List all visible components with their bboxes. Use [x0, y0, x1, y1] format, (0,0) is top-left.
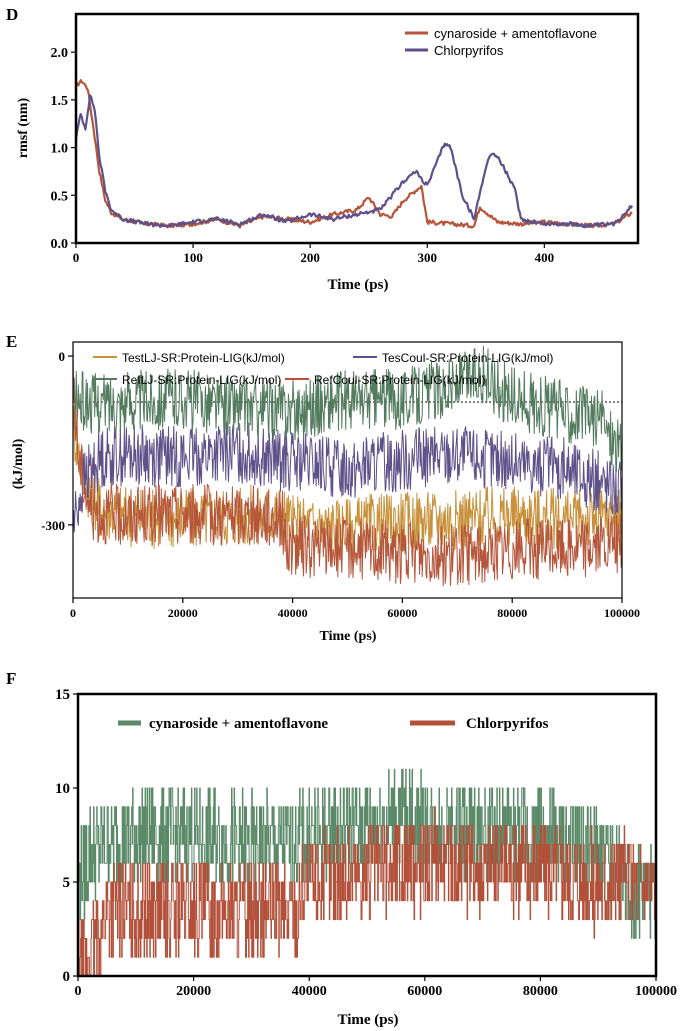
x-tick-label: 0 [70, 606, 76, 620]
legend-label-reflj: RefLJ-SR:Protein-LIG(kJ/mol) [122, 373, 281, 387]
y-tick-label: 1.0 [51, 142, 69, 157]
panel-label-f: F [6, 669, 16, 688]
x-tick-label: 100 [183, 250, 203, 265]
legend-label-chlorpyrifos-f: Chlorpyrifos [466, 716, 549, 732]
panel-e-xlabel: Time (ps) [320, 629, 377, 644]
x-tick-label: 20000 [176, 984, 211, 999]
legend-label-refcoul: RefCoul-SR:Protein-LIG(kJ/mol) [314, 373, 485, 387]
panel-f-ticks: 0 20000 40000 60000 80000 100000 0 5 10 15 [55, 687, 677, 999]
y-tick-label: 15 [55, 687, 70, 703]
series-tescoul-sr-protein-lig-kj-mol [72, 421, 623, 533]
x-tick-label: 100000 [635, 984, 677, 999]
panel-f-xlabel: Time (ps) [338, 1012, 399, 1028]
x-tick-label: 80000 [497, 606, 527, 620]
panel-label-e: E [6, 332, 17, 351]
x-tick-label: 300 [418, 250, 438, 265]
panel-e-frame [72, 341, 623, 599]
panel-d-ticks: 0 100 200 300 400 0.0 0.5 1.0 1.5 2.0 [51, 46, 555, 265]
y-tick-label: 0 [63, 969, 71, 985]
x-tick-label: 60000 [407, 984, 442, 999]
x-tick-label: 0 [73, 250, 80, 265]
x-tick-label: 0 [75, 984, 82, 999]
x-tick-label: 40000 [292, 984, 327, 999]
panel-e-series [72, 345, 623, 587]
y-tick-label: 0.0 [51, 237, 69, 252]
y-tick-label: 0.5 [51, 189, 69, 204]
x-tick-label: 60000 [387, 606, 417, 620]
panel-f-series [77, 768, 656, 976]
x-tick-label: 80000 [523, 984, 558, 999]
panel-e-legend: TestLJ-SR:Protein-LIG(kJ/mol) TesCoul-SR… [93, 351, 553, 387]
y-tick-label: 5 [63, 875, 71, 891]
panel-f-frame [76, 692, 658, 978]
series-chlorpyrifos [74, 94, 634, 229]
panel-d-frame [74, 12, 640, 245]
panel-d-legend: cynaroside + amentoflavone Chlorpyrifos [405, 26, 597, 58]
x-tick-label: 40000 [278, 606, 308, 620]
y-tick-label: 0 [59, 349, 66, 364]
panel-label-d: D [6, 5, 18, 24]
x-tick-label: 100000 [604, 606, 640, 620]
legend-label-tescoul: TesCoul-SR:Protein-LIG(kJ/mol) [382, 351, 553, 365]
series-reflj-sr-protein-lig-kj-mol [72, 345, 623, 473]
panel-f-legend: cynaroside + amentoflavone Chlorpyrifos [118, 716, 549, 732]
y-tick-label: 10 [55, 781, 70, 797]
panel-e-ylabel: (kJ/mol) [11, 438, 26, 489]
series-cynaroside-amentoflavone [75, 79, 633, 229]
panel-d: D 0 100 200 300 400 0.0 0.5 1.0 1.5 2.0 Time (ps)… [6, 5, 640, 293]
panel-e: E 0 20000 40000 60000 80000 100000 0 -300 Time … [6, 332, 640, 644]
x-tick-label: 200 [300, 250, 320, 265]
panel-e-ticks: 0 20000 40000 60000 80000 100000 0 -300 [41, 349, 640, 620]
x-tick-label: 20000 [168, 606, 198, 620]
legend-label-cynaroside-f: cynaroside + amentoflavone [149, 716, 328, 732]
legend-label-testlj: TestLJ-SR:Protein-LIG(kJ/mol) [122, 351, 285, 365]
series-refcoul-sr-protein-lig-kj-mol [72, 349, 623, 587]
y-tick-label: -300 [41, 518, 65, 533]
legend-label-chlorpyrifos: Chlorpyrifos [434, 43, 504, 58]
panel-d-xlabel: Time (ps) [328, 277, 389, 293]
y-tick-label: 2.0 [51, 46, 69, 61]
x-tick-label: 400 [535, 250, 555, 265]
panel-f: F 0 20000 40000 60000 80000 100000 0 5 10 15 Time… [6, 669, 677, 1028]
panel-d-ylabel: rmsf (nm) [16, 98, 31, 159]
panel-d-series [74, 79, 634, 229]
legend-label-cynaroside: cynaroside + amentoflavone [434, 26, 597, 41]
y-tick-label: 1.5 [51, 94, 69, 109]
series-chlorpyrifos [78, 806, 656, 976]
